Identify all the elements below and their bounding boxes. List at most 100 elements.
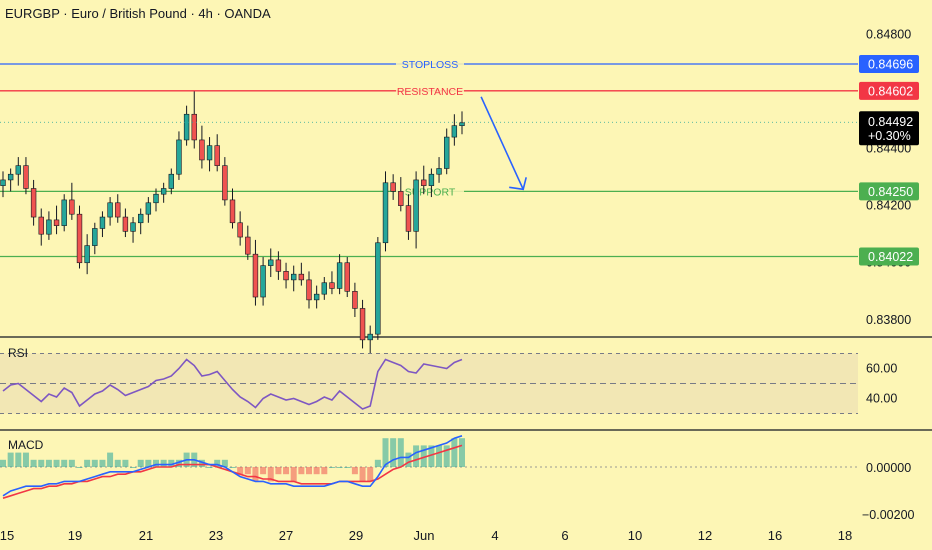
macd-histogram-bar xyxy=(61,459,68,467)
candle-body xyxy=(84,245,90,264)
macd-histogram-bar xyxy=(22,452,29,467)
macd-histogram-bar xyxy=(206,467,213,468)
level-price-badge-text: 0.84696 xyxy=(868,57,913,71)
time-tick-label: 16 xyxy=(768,528,782,543)
candle-body xyxy=(260,265,266,298)
macd-histogram-bar xyxy=(428,445,435,467)
candle-body xyxy=(421,179,427,186)
time-tick-label: 19 xyxy=(68,528,82,543)
candle-body xyxy=(436,168,442,175)
candle-body xyxy=(168,173,174,189)
candle-body xyxy=(459,122,465,126)
macd-histogram-bar xyxy=(91,459,98,467)
macd-histogram-bar xyxy=(84,459,91,467)
candle-body xyxy=(199,139,205,161)
candle-body xyxy=(306,279,312,301)
macd-histogram-bar xyxy=(15,452,22,467)
candle-body xyxy=(336,262,343,289)
last-price-value: 0.84492 xyxy=(868,115,913,129)
candle-body xyxy=(382,182,389,244)
macd-histogram-bar xyxy=(260,467,267,475)
level-price-badge xyxy=(859,54,919,73)
macd-histogram-bar xyxy=(107,452,114,467)
macd-histogram-bar xyxy=(7,452,14,467)
macd-histogram-bar xyxy=(459,438,465,467)
candle-body xyxy=(290,273,297,281)
time-tick-label: 6 xyxy=(561,528,568,543)
candle-body xyxy=(428,173,435,186)
candle-body xyxy=(176,139,182,175)
candle-body xyxy=(443,136,450,169)
candle-body xyxy=(298,273,305,281)
macd-histogram-bar xyxy=(252,467,259,482)
level-label-bg xyxy=(396,83,464,97)
macd-histogram-bar xyxy=(290,467,297,482)
macd-histogram-bar xyxy=(413,445,420,467)
rsi-label: RSI xyxy=(8,346,29,360)
candle-body xyxy=(15,165,21,175)
macd-histogram-bar xyxy=(214,459,221,467)
macd-histogram-bar xyxy=(382,438,389,467)
candle-body xyxy=(367,333,373,341)
candle-body xyxy=(0,179,6,186)
candle-body xyxy=(23,165,29,189)
candle-body xyxy=(122,216,129,232)
macd-histogram-bar xyxy=(374,459,381,467)
macd-histogram-bar xyxy=(221,459,228,467)
rsi-band xyxy=(0,353,858,414)
level-label-bg xyxy=(396,56,464,70)
candle-body xyxy=(451,125,458,138)
macd-histogram-bar xyxy=(336,467,343,468)
macd-histogram-bar xyxy=(267,467,274,482)
candle-body xyxy=(359,308,366,341)
candle-body xyxy=(313,293,320,301)
candle-body xyxy=(183,113,190,141)
macd-histogram-bar xyxy=(328,467,335,468)
macd-histogram-bar xyxy=(175,459,182,467)
candle-body xyxy=(268,259,274,266)
time-tick-label: Jun xyxy=(414,528,435,543)
macd-pane: 0.00000 −0.00200 xyxy=(0,435,915,522)
level-label: SUPPORT xyxy=(405,186,456,198)
macd-histogram-bar xyxy=(344,467,351,468)
macd-histogram-bar xyxy=(390,438,397,467)
candle-body xyxy=(130,222,136,232)
level-price-badge-text: 0.84022 xyxy=(868,250,913,264)
candle-body xyxy=(390,182,396,192)
rsi-tick-label: 60.00 xyxy=(866,362,897,376)
rsi-line xyxy=(2,358,463,410)
candle-body xyxy=(413,179,419,232)
macd-histogram-bar xyxy=(237,467,244,475)
macd-histogram-bar xyxy=(30,459,37,467)
symbol-title: EURGBP · Euro / British Pound · 4h · OAN… xyxy=(5,6,271,21)
candle-body xyxy=(7,173,14,181)
candle-body xyxy=(115,202,121,218)
candle-body xyxy=(99,216,106,229)
arrow-shaft xyxy=(480,96,524,190)
candle-body xyxy=(375,242,381,335)
candle-body xyxy=(61,199,67,226)
candle-body xyxy=(283,271,289,281)
candle-body xyxy=(160,188,167,195)
macd-histogram-bar xyxy=(130,467,137,468)
macd-label: MACD xyxy=(8,438,44,452)
time-tick-label: 29 xyxy=(349,528,363,543)
level-price-badge xyxy=(859,182,919,201)
macd-histogram-bar xyxy=(53,459,60,467)
candle-body xyxy=(107,202,113,218)
price-badges: 0.84696 0.84602 0.84250 0.84022 0.84492+0.30… xyxy=(0,54,919,266)
candle-body xyxy=(329,282,335,289)
time-tick-label: 12 xyxy=(698,528,712,543)
level-label: STOPLOSS xyxy=(402,59,458,71)
candle-body xyxy=(245,236,251,255)
macd-histogram-bar xyxy=(160,459,167,467)
price-tick-label: 0.84200 xyxy=(866,199,911,213)
macd-line xyxy=(2,435,463,497)
candle-body xyxy=(405,205,412,232)
candle-body xyxy=(344,262,350,292)
macd-histogram-bar xyxy=(229,467,236,468)
candle-body xyxy=(222,165,228,201)
level-label: RESISTANCE xyxy=(397,86,463,98)
macd-tick-label: −0.00200 xyxy=(862,508,915,522)
